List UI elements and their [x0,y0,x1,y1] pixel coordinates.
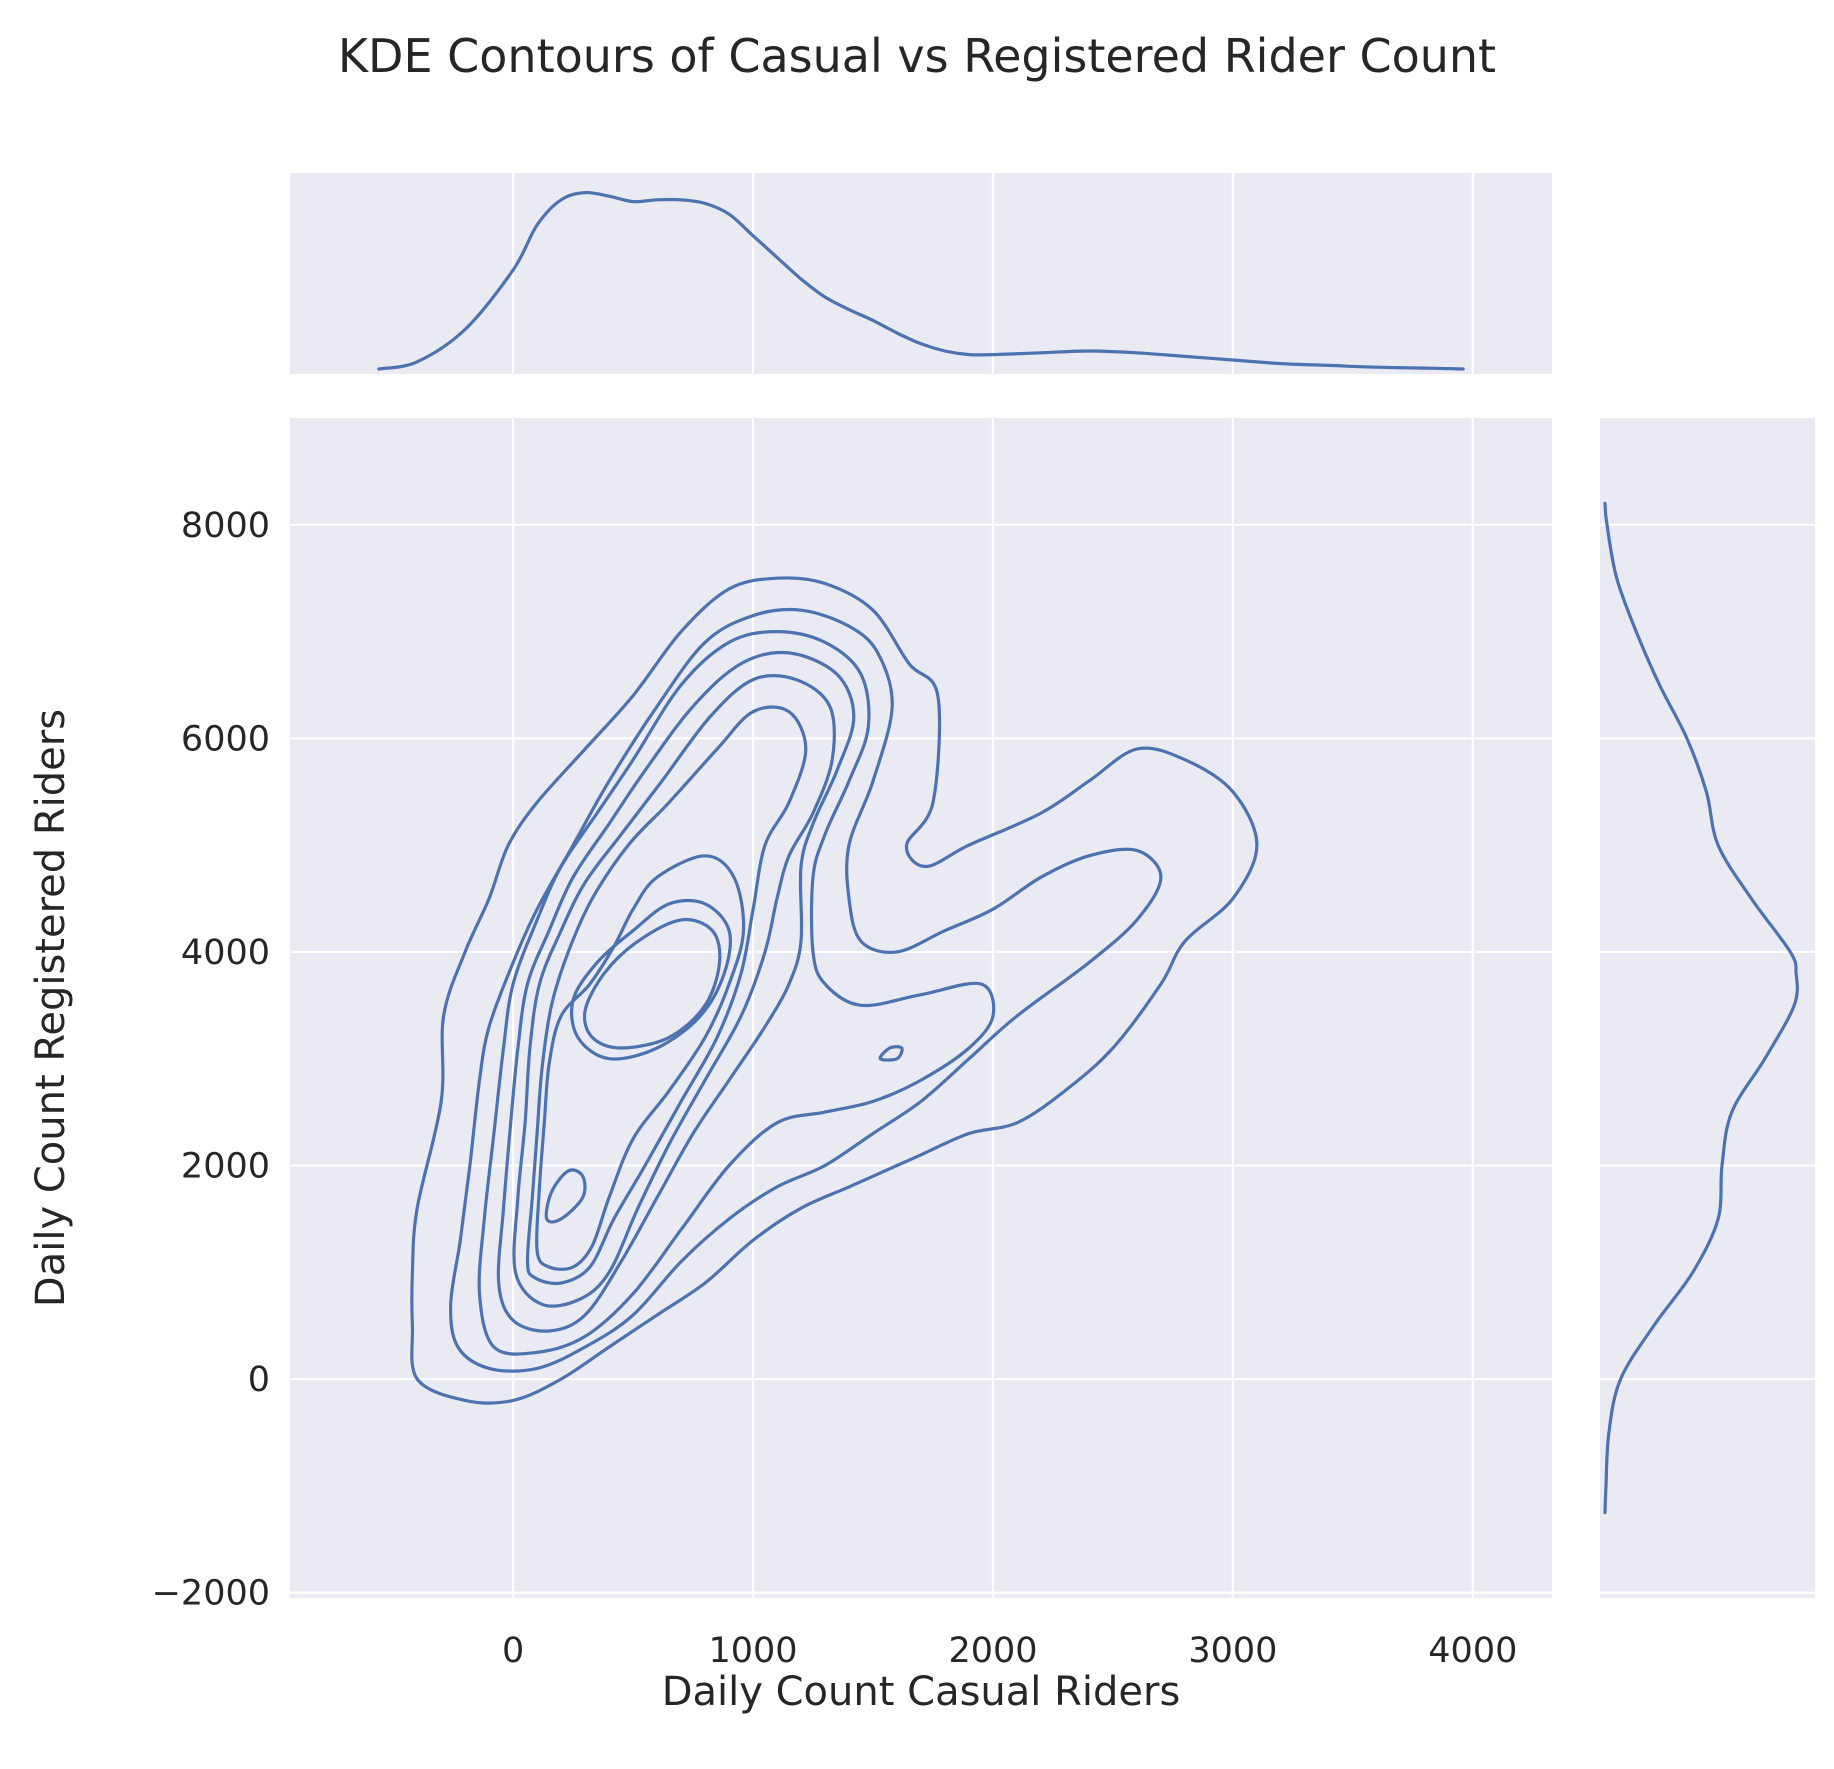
x-tick-label: 2000 [948,1631,1037,1671]
right-marginal-panel [1600,418,1815,1598]
y-axis-label: Daily Count Registered Riders [28,709,74,1307]
chart-title: KDE Contours of Casual vs Registered Rid… [338,29,1496,83]
y-tick-label: 6000 [181,719,270,759]
x-tick-label: 1000 [709,1631,798,1671]
y-tick-label: −2000 [152,1574,270,1614]
top-marginal-panel [290,173,1552,374]
y-tick-label: 8000 [181,506,270,546]
right-marginal-kde-curve [1603,501,1799,1515]
kde-contour-line [570,898,732,1061]
y-tick-label: 2000 [181,1147,270,1187]
kde-contours [410,576,1259,1405]
y-tick-label: 4000 [181,933,270,973]
kde-contour-line [535,854,746,1271]
kde-contour-line [496,650,856,1333]
kde-contour-line [477,630,996,1356]
x-tick-label: 4000 [1428,1631,1517,1671]
x-tick-label: 0 [502,1631,524,1671]
kde-contour-line [544,1168,587,1224]
kde-contour-line [525,705,808,1286]
y-tick-label: 0 [248,1360,270,1400]
tick-labels: 0 1000 2000 3000 4000 −2000 0 2000 4000 6000 8000 [152,506,1518,1671]
kde-contour-line [878,1045,904,1062]
kde-contour-line [512,674,836,1308]
x-tick-label: 3000 [1188,1631,1277,1671]
top-marginal-kde-curve [377,190,1465,371]
marginal-curves [377,190,1799,1515]
x-axis-label: Daily Count Casual Riders [662,1669,1181,1715]
kde-contour-line [582,917,722,1050]
kde-contour-line [410,576,1259,1405]
joint-panel [290,418,1552,1598]
